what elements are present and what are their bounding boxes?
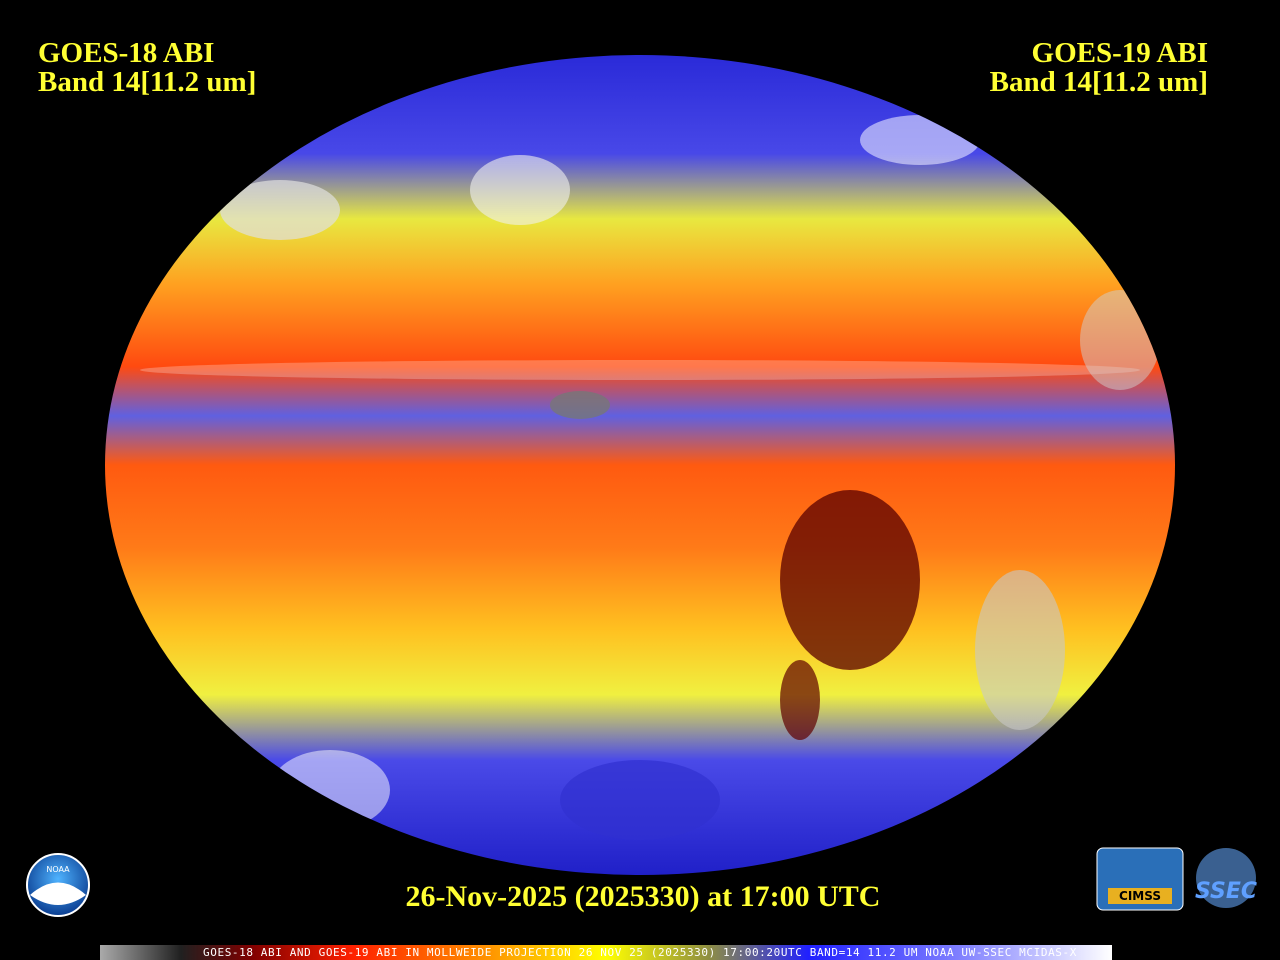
left-title: GOES-18 ABI [38, 37, 214, 69]
footer-caption: GOES-18 ABI AND GOES-19 ABI IN MOLLWEIDE… [203, 946, 1077, 959]
noaa-logo: NOAA [26, 853, 90, 917]
right-title: GOES-19 ABI [1032, 37, 1208, 69]
noaa-label: NOAA [46, 865, 70, 874]
ssec-logo: SSEC [1195, 848, 1257, 908]
timestamp: 26-Nov-2025 (2025330) at 17:00 UTC [406, 880, 881, 913]
cimss-logo: CIMSS [1096, 847, 1184, 911]
right-subtitle: Band 14[11.2 um] [990, 66, 1208, 98]
cimss-label: CIMSS [1119, 889, 1161, 903]
left-subtitle: Band 14[11.2 um] [38, 66, 256, 98]
globe-image [105, 55, 1175, 875]
color-bar [100, 945, 1112, 960]
ssec-label: SSEC [1195, 879, 1257, 904]
